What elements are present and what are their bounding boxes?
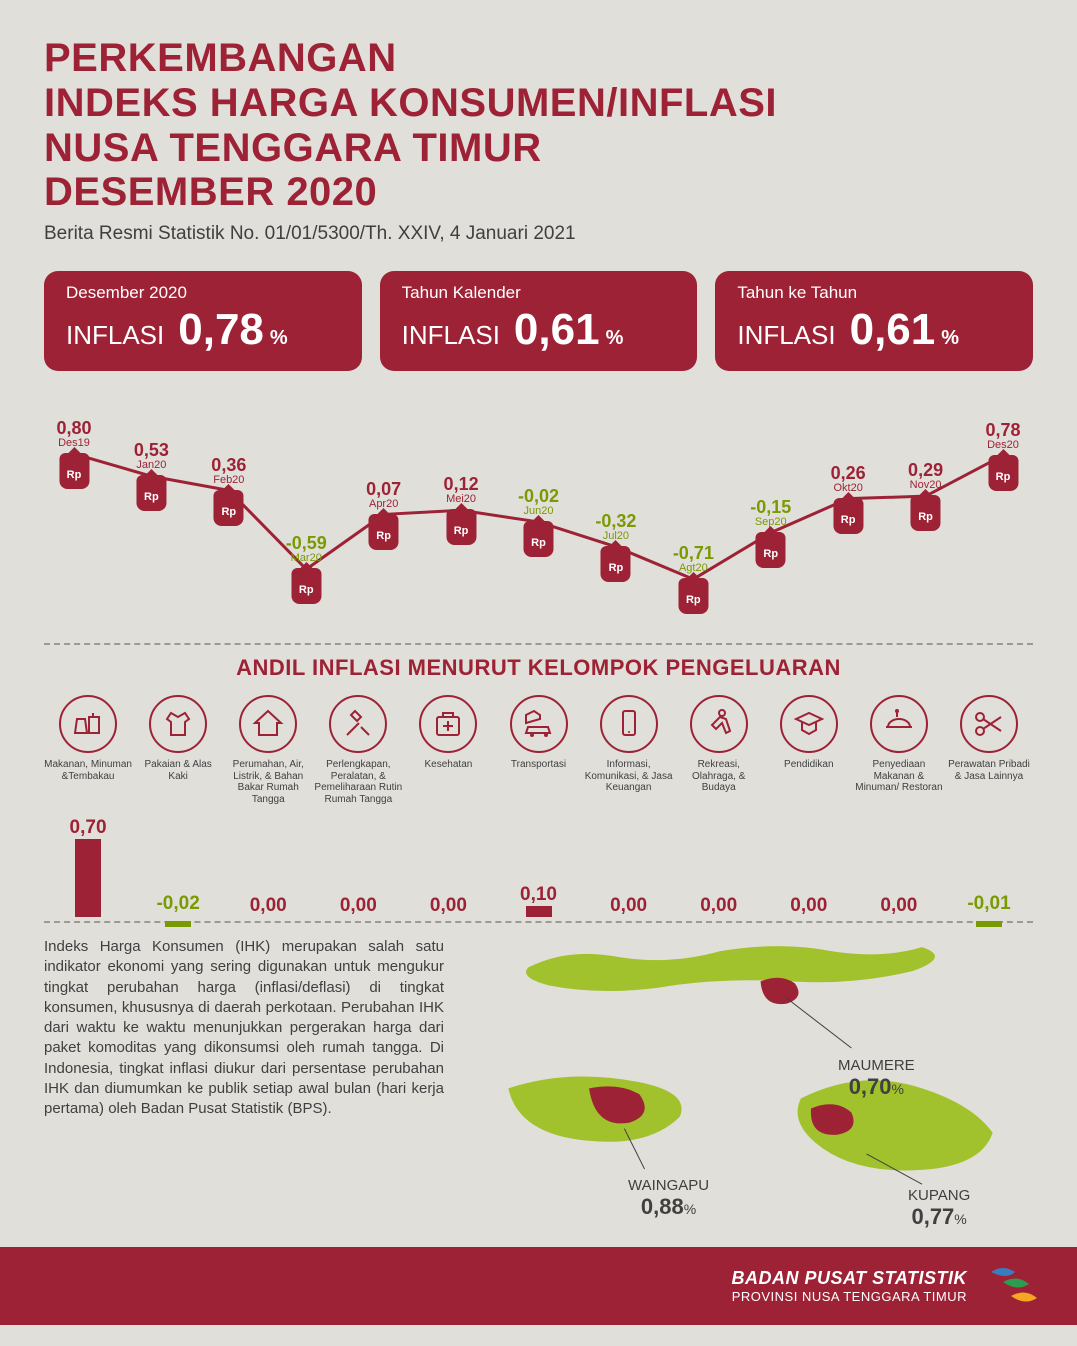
summary-pills: Desember 2020INFLASI0,78%Tahun KalenderI… xyxy=(44,271,1033,371)
sport-icon xyxy=(690,695,748,753)
tools-icon xyxy=(329,695,387,753)
map-city-label: KUPANG0,77% xyxy=(908,1187,970,1230)
bar-column: 0,10 xyxy=(494,884,582,917)
dish-icon xyxy=(870,695,928,753)
category-item: Transportasi xyxy=(494,695,582,807)
data-point: 0,07Apr20Rp xyxy=(366,479,401,550)
bar-column: 0,00 xyxy=(224,895,312,917)
summary-pill: Tahun KalenderINFLASI0,61% xyxy=(380,271,698,371)
data-point: -0,15Sep20Rp xyxy=(750,497,791,568)
bar-column: 0,00 xyxy=(314,895,402,917)
edu-icon xyxy=(780,695,838,753)
map-city-label: WAINGAPU0,88% xyxy=(628,1177,709,1220)
bar-column: -0,01 xyxy=(945,893,1033,917)
category-item: Makanan, Minuman &Tembakau xyxy=(44,695,132,807)
footer-region: PROVINSI NUSA TENGGARA TIMUR xyxy=(732,1289,968,1304)
category-item: Pendidikan xyxy=(765,695,853,807)
bar-column: 0,70 xyxy=(44,817,132,917)
data-point: -0,32Jul20Rp xyxy=(595,511,636,582)
map-city-label: MAUMERE0,70% xyxy=(838,1057,915,1100)
data-point: 0,12Mei20Rp xyxy=(444,474,479,545)
bar-column: 0,00 xyxy=(675,895,763,917)
data-point: 0,80Des19Rp xyxy=(56,418,91,489)
food-icon xyxy=(59,695,117,753)
bar-column: 0,00 xyxy=(765,895,853,917)
bar-column: 0,00 xyxy=(404,895,492,917)
category-item: Pakaian & Alas Kaki xyxy=(134,695,222,807)
subtitle: Berita Resmi Statistik No. 01/01/5300/Th… xyxy=(44,223,1033,245)
divider xyxy=(44,643,1033,645)
category-bar-chart: 0,70-0,020,000,000,000,100,000,000,000,0… xyxy=(44,813,1033,923)
footer-org: BADAN PUSAT STATISTIK xyxy=(732,1268,968,1289)
section-title: ANDIL INFLASI MENURUT KELOMPOK PENGELUAR… xyxy=(44,655,1033,681)
bar-column: 0,00 xyxy=(855,895,943,917)
category-icons: Makanan, Minuman &TembakauPakaian & Alas… xyxy=(44,695,1033,807)
data-point: 0,36Feb20Rp xyxy=(211,455,246,526)
scissors-icon xyxy=(960,695,1018,753)
footer-bar: BADAN PUSAT STATISTIK PROVINSI NUSA TENG… xyxy=(0,1247,1077,1325)
ntt-map: MAUMERE0,70% WAINGAPU0,88% KUPANG0,77% xyxy=(468,937,1033,1237)
data-point: 0,53Jan20Rp xyxy=(134,440,169,511)
description-paragraph: Indeks Harga Konsumen (IHK) merupakan sa… xyxy=(44,937,444,1237)
phone-icon xyxy=(600,695,658,753)
category-item: Perumahan, Air, Listrik, & Bahan Bakar R… xyxy=(224,695,312,807)
category-item: Kesehatan xyxy=(404,695,492,807)
bps-logo-icon xyxy=(985,1262,1041,1310)
summary-pill: Desember 2020INFLASI0,78% xyxy=(44,271,362,371)
category-item: Perlengkapan, Peralatan, & Pemeliharaan … xyxy=(314,695,402,807)
category-item: Informasi, Komunikasi, & Jasa Keuangan xyxy=(585,695,673,807)
medkit-icon xyxy=(419,695,477,753)
bar-column: 0,00 xyxy=(585,895,673,917)
data-point: -0,02Jun20Rp xyxy=(518,486,559,557)
summary-pill: Tahun ke TahunINFLASI0,61% xyxy=(715,271,1033,371)
transport-icon xyxy=(510,695,568,753)
data-point: 0,26Okt20Rp xyxy=(831,463,866,534)
data-point: -0,71Agt20Rp xyxy=(673,543,714,614)
category-item: Perawatan Pribadi & Jasa Lainnya xyxy=(945,695,1033,807)
data-point: 0,78Des20Rp xyxy=(985,420,1020,491)
category-item: Rekreasi, Olahraga, & Budaya xyxy=(675,695,763,807)
page-title: PERKEMBANGAN INDEKS HARGA KONSUMEN/INFLA… xyxy=(44,36,1033,215)
shirt-icon xyxy=(149,695,207,753)
category-item: Penyediaan Makanan & Minuman/ Restoran xyxy=(855,695,943,807)
data-point: -0,59Mar20Rp xyxy=(286,533,327,604)
house-icon xyxy=(239,695,297,753)
data-point: 0,29Nov20Rp xyxy=(908,460,943,531)
monthly-line-chart: 0,80Des19Rp 0,53Jan20Rp 0,36Feb20Rp -0,59Ma… xyxy=(44,395,1033,625)
bar-column: -0,02 xyxy=(134,893,222,917)
